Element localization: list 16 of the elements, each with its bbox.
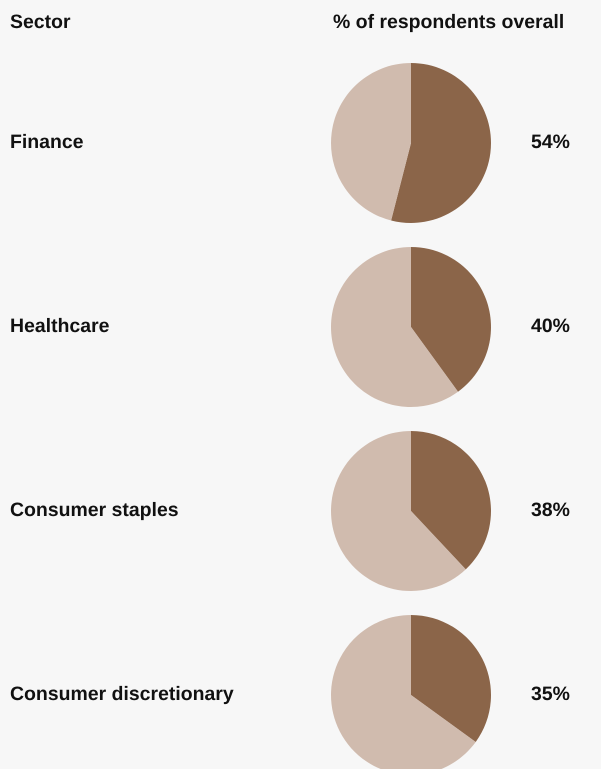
pie-slice	[331, 431, 466, 591]
text: Consumer discretionary	[10, 686, 234, 704]
pie-slice	[331, 247, 458, 407]
data-label: 40%	[531, 318, 570, 332]
data-label: 54%	[532, 134, 570, 148]
text: Consumer staples	[10, 502, 178, 520]
pie-slice	[331, 63, 411, 220]
text: Finance	[11, 134, 83, 148]
text: % of respondents overall	[333, 14, 563, 32]
pie-slice	[391, 63, 491, 223]
data-label: 35%	[531, 686, 570, 700]
pie-slice	[411, 247, 491, 392]
text: Healthcare	[11, 318, 109, 332]
data-label: 38%	[531, 502, 570, 516]
text: Sector	[10, 14, 70, 28]
pie-slice	[411, 431, 491, 570]
